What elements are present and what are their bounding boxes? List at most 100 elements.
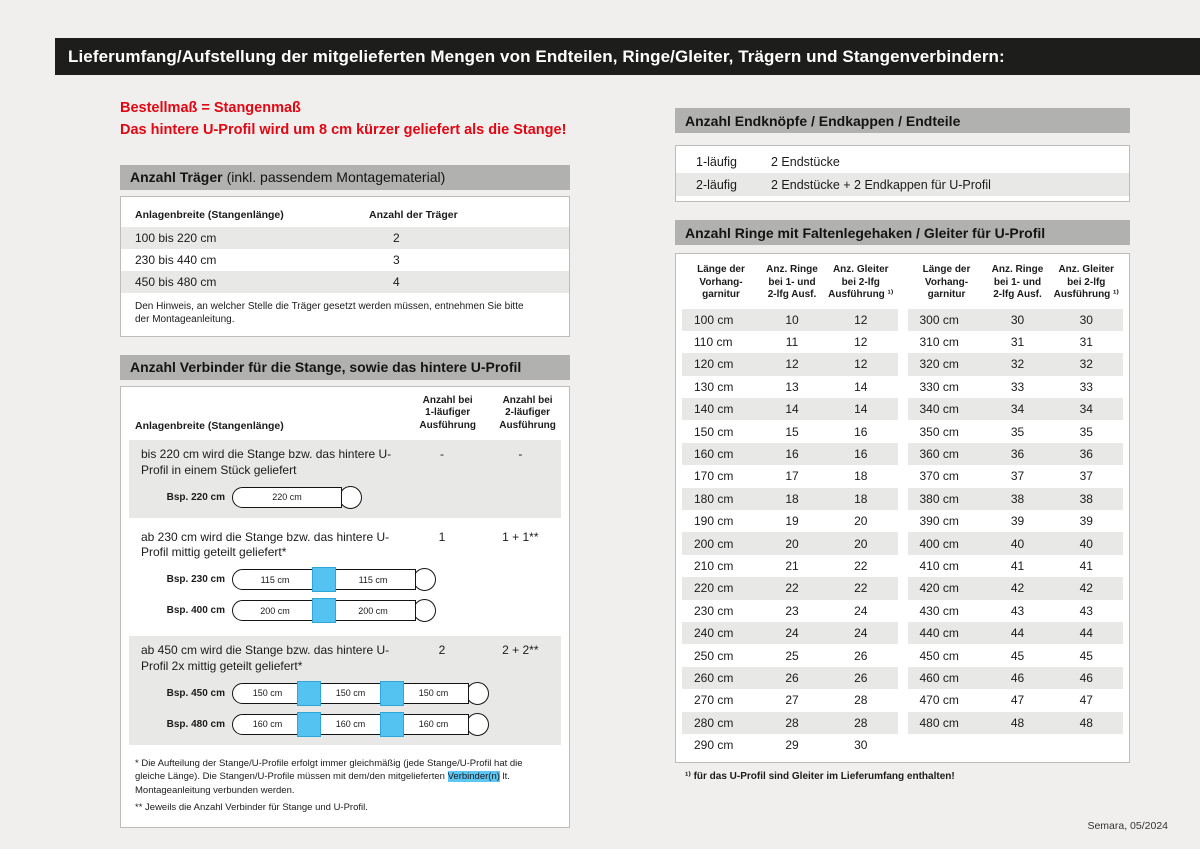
cell-length: 250 cm	[694, 648, 734, 663]
table-row: 380 cm 38 38	[907, 487, 1123, 511]
rod-illustration: 200 cm 200 cm	[232, 598, 436, 624]
ringe-right-rows: 300 cm 30 30 310 cm 31 31 320 cm 32 32 330 cm 33 33…	[907, 308, 1124, 734]
rod-segment: 115 cm	[330, 569, 416, 591]
table-row: 420 cm 42 42	[907, 577, 1123, 600]
cell-length: 270 cm	[694, 693, 734, 708]
cell-ringe-count: 48	[1010, 715, 1025, 730]
rod-segment: 160 cm	[232, 713, 303, 735]
table-row: 2-läufig 2 Endstücke + 2 Endkappen für U-…	[676, 173, 1129, 196]
cell-length: 360 cm	[919, 447, 959, 462]
verbinder-section: bis 220 cm wird die Stange bzw. das hint…	[129, 440, 561, 518]
rod-segment: 150 cm	[315, 682, 386, 704]
cell-ringe-count: 23	[785, 603, 799, 618]
rod-example: Bsp. 400 cm 200 cm 200 cm	[129, 598, 561, 624]
rod-segment: 150 cm	[398, 682, 469, 704]
table-row: 160 cm 16 16	[682, 442, 898, 466]
cell-length: 240 cm	[694, 626, 734, 641]
cell-ringe-count: 40	[1010, 536, 1025, 551]
cell-desc: 2 Endstücke	[771, 154, 840, 169]
cell-gleiter-count: 20	[854, 514, 868, 529]
table-row: 320 cm 32 32	[907, 353, 1123, 376]
rod-connector	[312, 567, 336, 593]
cell-range: 100 bis 220 cm	[135, 230, 217, 245]
traeger-table-head: Anlagenbreite (Stangenlänge) Anzahl der …	[121, 203, 569, 227]
cell-gleiter-count: 44	[1079, 626, 1093, 641]
cell-length: 120 cm	[694, 357, 734, 372]
rod-segment: 220 cm	[232, 486, 342, 508]
cell-length: 130 cm	[694, 379, 734, 394]
cell-ringe-count: 22	[785, 581, 799, 596]
value-2laufig: 1 + 1**	[502, 529, 539, 544]
cell-ringe-count: 24	[785, 626, 799, 641]
rod-example: Bsp. 220 cm 220 cm	[129, 485, 561, 510]
cell-ringe-count: 38	[1010, 491, 1025, 506]
cell-gleiter-count: 20	[854, 536, 868, 551]
ringe-right-table-head: Länge der Vorhang- garnitur Anz. Ringe b…	[908, 260, 1124, 309]
cell-gleiter-count: 31	[1079, 335, 1093, 350]
table-row: 370 cm 37 37	[908, 465, 1124, 487]
cell-length: 220 cm	[694, 581, 734, 596]
order-size-notice: Bestellmaß = Stangenmaß Das hintere U-Pr…	[120, 98, 570, 142]
cell-length: 460 cm	[919, 670, 959, 685]
cell-gleiter-count: 22	[854, 581, 868, 596]
cell-gleiter-count: 24	[854, 626, 868, 641]
rod-end-knob	[466, 712, 489, 736]
table-row: 130 cm 13 14	[682, 376, 898, 398]
cell-gleiter-count: 43	[1079, 603, 1093, 618]
page-title: Lieferumfang/Aufstellung der mitgeliefer…	[55, 38, 1200, 75]
table-row: 140 cm 14 14	[682, 398, 898, 421]
rod-connector	[297, 711, 321, 737]
ringe-left-rows: 100 cm 10 12 110 cm 11 12 120 cm 12 12 130 cm 13 14…	[682, 308, 898, 757]
cell-ringe-count: 31	[1010, 335, 1025, 350]
verbinder-sections: bis 220 cm wird die Stange bzw. das hint…	[121, 440, 569, 745]
cell-length: 330 cm	[919, 379, 959, 394]
table-row: 190 cm 19 20	[682, 510, 898, 532]
cell-ringe-count: 47	[1010, 693, 1025, 708]
traeger-header-bold: Anzahl Träger	[130, 169, 223, 185]
cell-ringe-count: 13	[785, 379, 799, 394]
table-row: 180 cm 18 18	[682, 487, 898, 511]
table-row: 220 cm 22 22	[682, 577, 898, 600]
cell-count: 3	[393, 252, 400, 267]
table-row: 340 cm 34 34	[907, 398, 1123, 421]
section-row: bis 220 cm wird die Stange bzw. das hint…	[129, 447, 561, 479]
cell-length: 230 cm	[694, 603, 734, 618]
rod-segment: 160 cm	[315, 713, 386, 735]
verbinder-table: Anlagenbreite (Stangenlänge) Anzahl bei …	[120, 385, 570, 829]
cell-length: 310 cm	[919, 335, 959, 350]
cell-length: 110 cm	[694, 335, 733, 350]
rod-example: Bsp. 480 cm 160 cm 160 cm 160 cm	[129, 711, 561, 737]
cell-ringe-count: 18	[785, 491, 799, 506]
cell-ringe-count: 20	[785, 536, 799, 551]
ringe-footnote: ¹⁾ für das U-Profil sind Gleiter im Lief…	[685, 771, 955, 783]
cell-gleiter-count: 26	[854, 648, 868, 663]
cell-gleiter-count: 38	[1079, 491, 1093, 506]
table-row: 230 cm 23 24	[682, 600, 898, 622]
table-row: 170 cm 17 18	[682, 465, 898, 487]
table-row: 330 cm 33 33	[908, 376, 1124, 398]
traeger-note: Den Hinweis, an welcher Stelle die Träge…	[135, 300, 524, 326]
footnote-pre: * Die Aufteilung der Stange/U-Profile er…	[135, 757, 523, 783]
rod-example: Bsp. 230 cm 115 cm 115 cm	[129, 567, 561, 593]
cell-gleiter-count: 33	[1079, 379, 1093, 394]
cell-gleiter-count: 34	[1079, 402, 1093, 417]
rod-illustration: 160 cm 160 cm 160 cm	[232, 711, 489, 737]
cell-type: 2-läufig	[696, 177, 737, 192]
cell-ringe-count: 44	[1010, 626, 1025, 641]
column-header-anlagenbreite: Anlagenbreite (Stangenlänge)	[135, 208, 284, 221]
cell-length: 260 cm	[694, 670, 734, 685]
cell-count: 4	[393, 274, 400, 289]
table-row: 310 cm 31 31	[908, 331, 1124, 353]
column-header-anzahl-traeger: Anzahl der Träger	[369, 208, 458, 221]
cell-range: 230 bis 440 cm	[135, 252, 217, 267]
endteile-rows: 1-läufig 2 Endstücke 2-läufig 2 Endstücke +…	[676, 150, 1129, 196]
traeger-section-header: Anzahl Träger (inkl. passendem Montagema…	[120, 164, 570, 190]
cell-gleiter-count: 36	[1079, 447, 1093, 462]
rod-illustration: 220 cm	[232, 485, 362, 509]
cell-ringe-count: 36	[1010, 447, 1025, 462]
endteile-section-header: Anzahl Endknöpfe / Endkappen / Endteile	[675, 108, 1130, 133]
table-row: 460 cm 46 46	[907, 666, 1123, 690]
cell-gleiter-count: 45	[1079, 648, 1093, 663]
section-text: bis 220 cm wird die Stange bzw. das hint…	[141, 447, 392, 477]
cell-gleiter-count: 39	[1079, 514, 1093, 529]
